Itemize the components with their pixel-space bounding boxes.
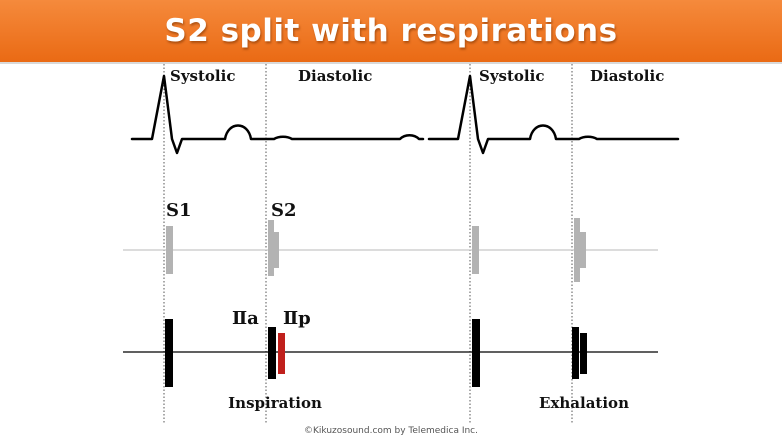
s1-split-row-second <box>472 319 480 387</box>
normal-sound-marks <box>166 218 586 282</box>
s1-mark-second <box>472 226 479 274</box>
phase-label-systolic-second: Systolic <box>479 67 544 85</box>
s2-aortic-mark <box>268 327 276 379</box>
exhalation-label: Exhalation <box>539 394 629 412</box>
title-banner: S2 split with respirations <box>0 0 782 64</box>
s2-mark-second <box>574 218 586 282</box>
aortic-component-label: Ⅱa <box>232 308 259 329</box>
phase-label-systolic-first: Systolic <box>170 67 235 85</box>
inspiration-label: Inspiration <box>228 394 322 412</box>
s2-mark-first <box>268 220 279 276</box>
copyright-credit: ©Kikuzosound.com by Telemedica Inc. <box>304 426 478 436</box>
s1-label: S1 <box>166 200 192 221</box>
guide-lines <box>163 64 573 424</box>
s2-exhalation-mark-b <box>580 333 587 374</box>
page-title: S2 split with respirations <box>164 13 618 49</box>
s2-label: S2 <box>271 200 297 221</box>
s2-exhalation-mark-a <box>572 327 579 379</box>
phase-label-diastolic-second: Diastolic <box>590 67 664 85</box>
s1-mark-first <box>166 226 173 274</box>
phase-label-diastolic-first: Diastolic <box>298 67 372 85</box>
ecg-trace-first-beat <box>130 74 425 155</box>
s1-split-row-first <box>165 319 173 387</box>
split-sound-marks <box>165 319 587 387</box>
ecg-trace-second-beat <box>427 74 680 155</box>
s2-pulmonic-mark <box>278 333 285 374</box>
pulmonic-component-label: Ⅱp <box>283 308 311 329</box>
